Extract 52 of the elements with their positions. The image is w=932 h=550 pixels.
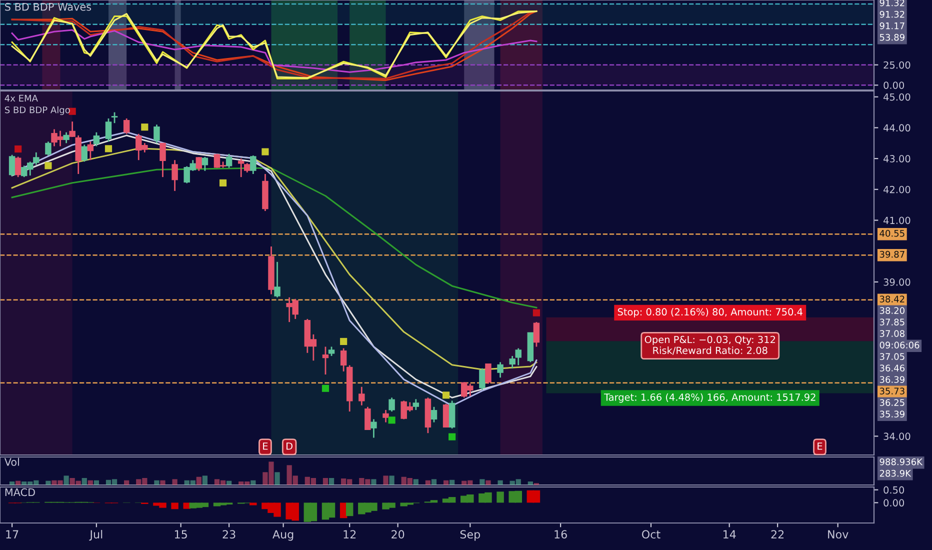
x-tick-label: Jul: [89, 530, 102, 541]
annotation: E: [818, 442, 822, 450]
y-tick-label: 42.00: [884, 186, 910, 194]
y-tick-label: 43.00: [884, 155, 910, 162]
x-tick-label: 23: [222, 530, 236, 539]
annotation: Open P&L: −0.03, Qty: 312 Risk/Reward Ratio: 2.08: [644, 336, 775, 355]
y-tick-label: 0.00: [884, 499, 904, 507]
text: 37.05: [880, 353, 904, 360]
y-tick-label: 34.00: [884, 432, 910, 440]
text: 35.39: [880, 410, 904, 418]
text: 36.25: [880, 399, 904, 406]
chart-title: Vol: [4, 458, 19, 466]
y-tick-label: 39.00: [884, 278, 910, 286]
annotation: D: [286, 442, 292, 450]
ref-line-label: 39.87: [880, 250, 904, 258]
y-tick-label: 0.00: [884, 82, 904, 89]
x-tick-label: 14: [723, 530, 736, 538]
chart-title: S BD BDP Waves: [5, 2, 92, 11]
text: 37.85: [880, 318, 904, 326]
ref-line-label: 38.42: [880, 296, 904, 302]
y-tick-label: 25.00: [884, 61, 910, 69]
x-tick-label: Aug: [272, 530, 294, 541]
text: 283.9K: [880, 470, 912, 477]
y-tick-label: 0.50: [884, 486, 904, 494]
text: 09:06:06: [880, 342, 920, 348]
text: 38.20: [880, 307, 904, 314]
text: 53.89: [880, 34, 904, 41]
y-tick-label: 44.00: [884, 124, 910, 132]
y-tick-label: 41.00: [884, 216, 910, 224]
annotation: E: [263, 442, 268, 450]
text: 988.936K: [880, 458, 923, 466]
x-tick-label: 12: [344, 530, 356, 538]
x-tick-label: Oct: [642, 530, 660, 539]
text: 37.08: [880, 330, 904, 337]
x-tick-label: 20: [392, 530, 404, 539]
x-tick-label: Nov: [828, 530, 848, 539]
band-label: Stop: 0.80 (2.16%) 80, Amount: 750.4: [618, 308, 802, 318]
text: 36.39: [880, 376, 904, 383]
band-label: Target: 1.66 (4.48%) 166, Amount: 1517.92: [604, 393, 816, 403]
x-tick-label: 15: [174, 530, 187, 539]
text: 36.46: [880, 364, 905, 372]
text: 91.17: [880, 22, 904, 30]
x-tick-label: 17: [6, 530, 18, 538]
ref-line-label: 40.55: [880, 230, 904, 237]
x-tick-label: 16: [554, 530, 567, 539]
ref-line-label: 35.73: [880, 388, 904, 394]
y-tick-label: 45.00: [884, 93, 910, 101]
text: 91.32: [880, 10, 904, 18]
x-tick-label: 22: [771, 530, 784, 538]
chart-title: MACD: [5, 488, 35, 496]
x-tick-label: Sep: [460, 530, 480, 541]
chart-title: 4x EMA: [4, 94, 38, 102]
